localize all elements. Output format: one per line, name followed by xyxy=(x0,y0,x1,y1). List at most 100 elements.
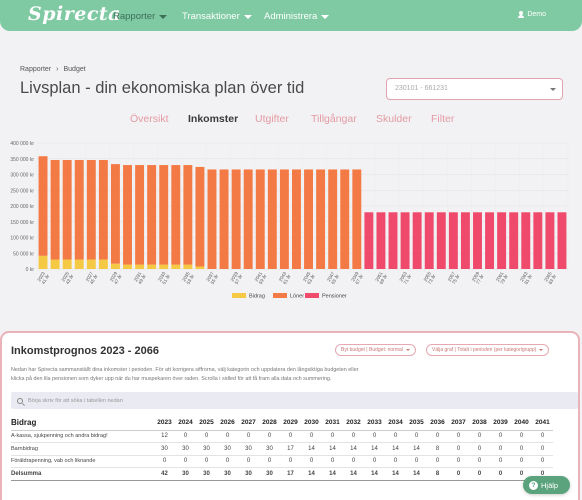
legend-label: Löner xyxy=(290,294,304,300)
table-cell: 14 xyxy=(343,442,364,456)
tab-filter[interactable]: Filter xyxy=(431,113,455,125)
bar-pensioner xyxy=(509,212,519,269)
change-budget-button[interactable]: Byt budget | Budget: normal xyxy=(335,344,416,356)
table-cell: 0 xyxy=(490,467,511,481)
bar-pensioner xyxy=(497,212,507,269)
tab-utgifter[interactable]: Utgifter xyxy=(255,113,289,125)
table-cell: 8 xyxy=(427,442,448,456)
table-header-category: Bidrag xyxy=(11,416,154,431)
legend-swatch xyxy=(305,293,319,298)
table-cell: 0 xyxy=(406,455,427,468)
period-select-value: 230101 - 661231 xyxy=(395,85,448,92)
x-tick-label: 204159 år xyxy=(254,271,268,285)
bar-pensioner xyxy=(400,212,410,269)
table-cell: 0 xyxy=(448,442,469,456)
bar-löner xyxy=(98,160,108,260)
bar-löner xyxy=(195,166,205,267)
table-cell: 42 xyxy=(154,467,175,481)
legend-label: Bidrag xyxy=(249,294,265,300)
table-cell: 30 xyxy=(217,442,238,456)
table-cell: 0 xyxy=(511,430,532,443)
bar-pensioner xyxy=(448,212,458,269)
table-cell: 14 xyxy=(364,442,385,456)
bar-pensioner xyxy=(412,212,422,269)
help-button[interactable]: ? Hjälp xyxy=(523,476,570,494)
table-cell: 0 xyxy=(301,455,322,468)
tab-inkomster[interactable]: Inkomster xyxy=(188,113,239,125)
table-search[interactable]: Börja skriv för att söka i tabellen neda… xyxy=(11,392,578,409)
chevron-down-icon xyxy=(321,14,330,19)
table-cell: 0 xyxy=(280,455,301,468)
legend-swatch xyxy=(232,293,246,298)
choose-graph-button[interactable]: Välja graf | Totalt i perioden (per kate… xyxy=(426,344,550,356)
table-cell: 0 xyxy=(448,430,469,443)
table-cell: 12 xyxy=(154,430,175,443)
bar-löner xyxy=(183,165,193,265)
table-cell: 17 xyxy=(280,467,301,481)
user-icon xyxy=(518,11,525,18)
table-cell: 30 xyxy=(259,467,280,481)
x-tick-label: 203553 år xyxy=(181,271,195,285)
chevron-down-icon xyxy=(243,14,252,19)
table-cell: 0 xyxy=(301,430,322,443)
breadcrumb-budget[interactable]: Budget xyxy=(63,66,86,73)
table-cell: 30 xyxy=(175,467,196,481)
table-row[interactable]: A-kassa, sjukpenning och andra bidrag! 12… xyxy=(11,430,553,443)
bar-bidrag xyxy=(98,259,108,269)
table-cell: 0 xyxy=(280,430,301,443)
bar-pensioner xyxy=(460,212,470,269)
breadcrumb: Rapporter › Budget xyxy=(20,66,86,73)
table-cell: 0 xyxy=(532,442,553,456)
table-cell: 30 xyxy=(217,467,238,481)
table-cell: 0 xyxy=(343,455,364,468)
year-header: 2034 xyxy=(385,416,406,431)
bar-bidrag xyxy=(86,259,96,269)
table-cell: 0 xyxy=(427,430,448,443)
tab-skulder[interactable]: Skulder xyxy=(376,113,412,125)
table-row[interactable]: Barnbidrag 30 30 30 30 30 30 17 14 14 14 14 14 14 8 0 0 0… xyxy=(11,442,553,456)
bar-pensioner xyxy=(376,212,386,269)
bar-bidrag xyxy=(195,266,205,269)
year-header: 2026 xyxy=(217,416,238,431)
table-sum-row[interactable]: Delsumma 42 30 30 30 30 30 17 14 14 14 14 14 14 8 0 0 0 0 0 xyxy=(11,467,553,481)
y-tick-label: 50 000 kr xyxy=(13,251,34,257)
bar-löner xyxy=(110,164,120,264)
year-header: 2028 xyxy=(259,416,280,431)
bar-löner xyxy=(267,169,277,269)
year-header: 2036 xyxy=(427,416,448,431)
breadcrumb-rapporter[interactable]: Rapporter xyxy=(20,66,52,73)
nav-administrera[interactable]: Administrera xyxy=(264,11,330,22)
card-title: Inkomstprognos 2023 - 2066 xyxy=(11,345,159,357)
table-cell: 0 xyxy=(490,442,511,456)
table-cell: 14 xyxy=(364,467,385,481)
bar-bidrag xyxy=(50,259,60,269)
user-menu[interactable]: Demo xyxy=(518,11,546,18)
y-tick-label: 250 000 kr xyxy=(10,188,34,194)
nav-transaktioner[interactable]: Transaktioner xyxy=(182,11,252,22)
tab-tillgangar[interactable]: Tillgångar xyxy=(311,113,357,125)
table-cell: 0 xyxy=(427,455,448,468)
table-cell: 0 xyxy=(322,430,343,443)
table-cell: 0 xyxy=(490,455,511,468)
table-cell: 30 xyxy=(196,467,217,481)
tab-oversikt[interactable]: Översikt xyxy=(130,113,169,125)
bar-löner xyxy=(123,165,132,265)
bar-löner xyxy=(292,169,301,269)
search-icon xyxy=(17,397,23,404)
y-tick-label: 350 000 kr xyxy=(10,157,34,163)
period-select[interactable]: 230101 - 661231 xyxy=(386,78,563,100)
bar-löner xyxy=(231,169,241,269)
table-cell: 0 xyxy=(511,442,532,456)
nav-transaktioner-label: Transaktioner xyxy=(182,11,240,22)
table-cell: 0 xyxy=(175,455,196,468)
table-cell: 0 xyxy=(532,430,553,443)
logo[interactable]: Spirecta xyxy=(28,3,121,25)
table-row[interactable]: Föräldrapenning, vab och liknande 0 0 0 0 0 0 0… xyxy=(11,455,553,468)
bar-löner xyxy=(207,169,217,269)
y-tick-label: 100 000 kr xyxy=(10,236,34,242)
table-cell: 0 xyxy=(196,455,217,468)
x-tick-label: 202543 år xyxy=(60,271,74,285)
table-cell: 0 xyxy=(511,455,532,468)
x-tick-label: 203957 år xyxy=(229,271,243,285)
nav-rapporter[interactable]: Rapporter xyxy=(113,11,168,22)
